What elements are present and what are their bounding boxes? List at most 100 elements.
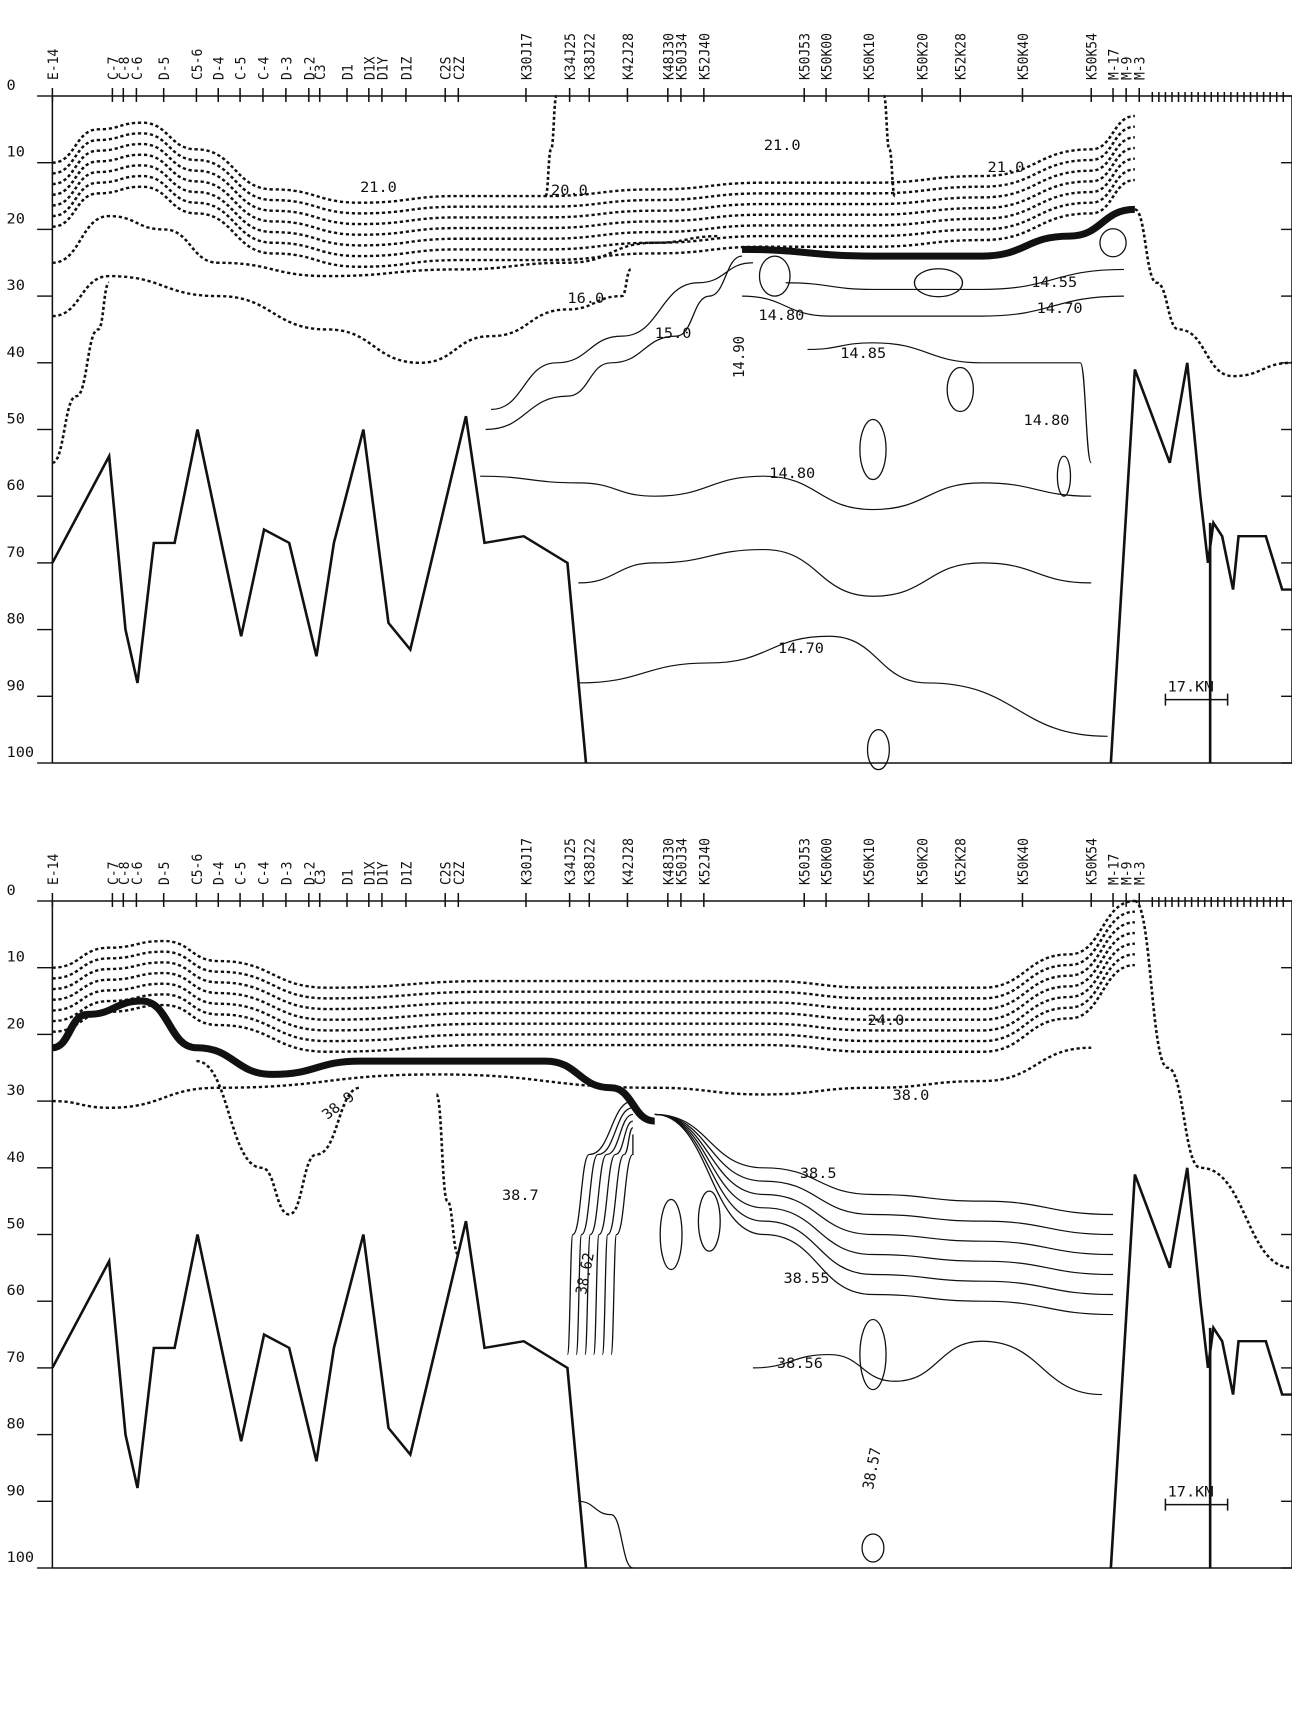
contour-label: 21.0: [360, 180, 397, 196]
isotherm: [52, 157, 1136, 247]
station-label: D-5: [157, 862, 174, 885]
contour-label: 24.0: [868, 1013, 905, 1029]
station-label: E-14: [45, 854, 62, 885]
station-label: K50K20: [915, 838, 932, 885]
station-label: E-14: [45, 49, 62, 80]
contour-label: 14.80: [1024, 413, 1070, 429]
station-label: K48J30: [661, 838, 678, 885]
station-label: K34J25: [563, 838, 580, 885]
station-label: C2Z: [451, 57, 468, 80]
isotherm: [52, 125, 1136, 215]
isohaline: [52, 942, 1135, 1032]
isohaline: [575, 1107, 634, 1356]
isohaline: [52, 921, 1135, 1011]
isotherm: [807, 342, 1092, 464]
station-label: K50J53: [797, 838, 814, 885]
contour-label: 15.0: [655, 326, 692, 342]
isohaline: [52, 931, 1135, 1021]
isotherm: [51, 281, 111, 465]
station-label: K52J40: [697, 33, 714, 80]
isohaline: [654, 1113, 1114, 1316]
station-label: C-4: [256, 862, 273, 885]
station-label: D1Y: [375, 862, 392, 885]
station-label: K50K10: [862, 33, 879, 80]
station-label: K52K28: [953, 838, 970, 885]
contour-label: 21.0: [988, 160, 1025, 176]
isohaline: [654, 1113, 1114, 1216]
contour-label: 14.80: [758, 308, 804, 324]
station-label: M-9: [1119, 57, 1136, 80]
isohaline: [196, 1059, 361, 1216]
station-label: K50K54: [1084, 33, 1101, 80]
station-label: K50K54: [1084, 838, 1101, 885]
station-label: C2Z: [451, 862, 468, 885]
isotherm: [578, 635, 1108, 737]
station-label: K50J34: [674, 33, 691, 80]
station-label: C-7: [105, 57, 122, 80]
isotherm-cell: [859, 418, 887, 481]
isotherm: [52, 168, 1136, 258]
station-label: C2S: [438, 862, 455, 885]
isotherm: [52, 178, 1136, 268]
contour-label: 38.5: [800, 1166, 837, 1182]
contour-label: 14.70: [778, 641, 824, 657]
isotherm: [578, 548, 1092, 597]
y-tick-label: 100: [7, 1550, 35, 1566]
station-label: K50K40: [1015, 33, 1032, 80]
isohaline-cell: [861, 1533, 885, 1563]
y-tick-label: 50: [7, 1216, 25, 1232]
y-tick-label: 30: [7, 278, 25, 294]
station-label: C-6: [129, 57, 146, 80]
contour-label: 14.55: [1031, 275, 1077, 291]
station-label: D-2: [302, 862, 319, 885]
isotherm: [491, 262, 753, 411]
station-label: C3: [313, 64, 330, 80]
isotherm: [785, 268, 1124, 291]
station-label: K50K20: [915, 33, 932, 80]
isohaline: [654, 1113, 1114, 1256]
station-label: K42J28: [620, 838, 637, 885]
isotherm: [52, 146, 1136, 236]
station-label: D1Z: [399, 862, 416, 885]
isotherm: [742, 295, 1124, 317]
station-label: D-4: [211, 57, 228, 80]
station-label: K52K28: [953, 33, 970, 80]
y-tick-label: 40: [7, 1149, 25, 1165]
station-label: K38J22: [582, 33, 599, 80]
y-tick-label: 10: [7, 144, 25, 160]
station-label: C-8: [116, 862, 133, 885]
station-label: D-5: [157, 57, 174, 80]
y-tick-label: 70: [7, 544, 25, 560]
isohaline: [654, 1113, 1114, 1276]
contour-label: 38.55: [783, 1271, 829, 1287]
isohaline: [584, 1113, 634, 1356]
station-label: C2S: [438, 57, 455, 80]
isohaline: [566, 1100, 634, 1356]
station-label: C-5: [233, 862, 250, 885]
y-tick-label: 80: [7, 1416, 25, 1432]
contour-label: 14.85: [840, 346, 886, 362]
station-label: K50J53: [797, 33, 814, 80]
isohaline: [52, 910, 1135, 1000]
y-tick-label: 50: [7, 411, 25, 427]
station-label: C-8: [116, 57, 133, 80]
isotherm-front: [742, 205, 1136, 260]
contour-label: 20.0: [551, 183, 588, 199]
contour-label: 38.57: [860, 1446, 885, 1490]
isohaline: [601, 1127, 634, 1356]
station-label: K50K10: [862, 838, 879, 885]
station-label: K48J30: [661, 33, 678, 80]
station-label: K38J22: [582, 838, 599, 885]
station-label: M-9: [1119, 862, 1136, 885]
isohaline: [610, 1134, 634, 1356]
isohaline: [52, 963, 1135, 1053]
y-tick-label: 10: [7, 949, 25, 965]
contour-label: 38.62: [573, 1251, 598, 1295]
scale-label: 17.KM: [1168, 1484, 1214, 1500]
isotherm-cell: [1099, 228, 1127, 258]
station-label: D-2: [302, 57, 319, 80]
contour-label: 38.9: [319, 1089, 359, 1123]
isohaline-front: [51, 997, 656, 1125]
isotherm-cell: [946, 366, 975, 413]
isotherm-cell: [913, 268, 964, 298]
